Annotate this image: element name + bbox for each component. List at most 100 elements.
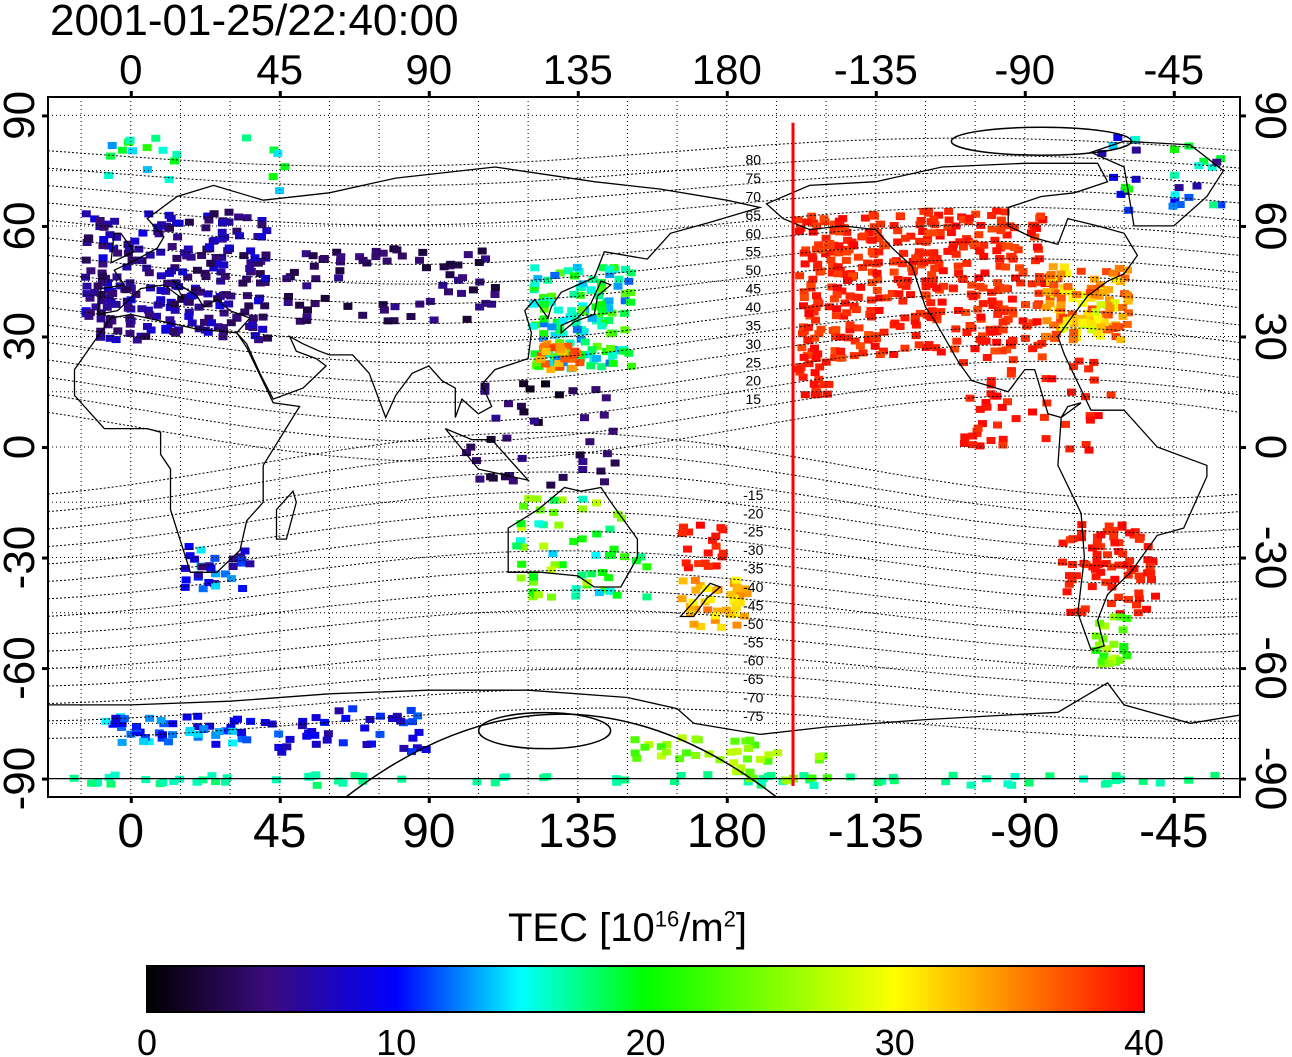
lon-tick-label: 135 — [538, 805, 618, 858]
tec-cell — [994, 283, 1004, 291]
magnetic-contour — [48, 377, 1240, 443]
lat-tick-label: 60 — [1246, 201, 1292, 250]
tec-cell — [358, 311, 368, 319]
tec-cell — [604, 574, 614, 582]
tec-cell — [986, 381, 996, 389]
tec-cell — [274, 730, 284, 738]
bottom-tick — [725, 797, 729, 803]
right-tick — [1240, 335, 1246, 339]
tec-cell — [104, 172, 114, 179]
tec-cell — [90, 215, 100, 223]
tec-cell — [872, 269, 882, 277]
colorbar-tick-label: 10 — [376, 1022, 416, 1057]
tec-cell — [957, 274, 967, 282]
tec-cell — [814, 330, 824, 338]
contour-label: -75 — [743, 708, 763, 724]
tec-cell — [117, 723, 126, 731]
tec-cell — [472, 778, 482, 786]
tec-cell — [174, 326, 184, 334]
tec-cell — [620, 309, 629, 317]
tec-cell — [1134, 535, 1144, 543]
tec-cell — [895, 212, 905, 220]
tec-cell — [819, 381, 829, 389]
tec-cell — [1074, 357, 1084, 365]
tec-cell — [732, 621, 742, 629]
tec-cell — [813, 297, 823, 305]
tec-cell — [864, 229, 874, 236]
tec-cell — [1034, 255, 1044, 263]
tec-cell — [1066, 608, 1076, 616]
tec-cell — [536, 352, 546, 360]
tec-cell — [528, 300, 538, 308]
tec-cell — [710, 616, 720, 624]
tec-cell — [158, 731, 167, 739]
colorbar — [146, 965, 1145, 1013]
tec-cell — [592, 342, 602, 350]
tec-cell — [600, 586, 610, 594]
tec-cell — [1092, 551, 1102, 559]
tec-cell — [193, 266, 202, 274]
tec-cell — [821, 358, 831, 366]
tec-cell — [144, 269, 154, 277]
tec-cell — [90, 288, 100, 296]
tec-cell — [571, 312, 581, 320]
tec-cell — [806, 281, 816, 288]
lat-tick-label: -60 — [1246, 636, 1292, 700]
magnetic-contour — [48, 629, 1240, 671]
tec-cell — [1090, 275, 1099, 283]
tec-cell — [926, 299, 936, 307]
tec-cell — [1062, 588, 1072, 596]
south-pole-contour-outer — [345, 713, 777, 797]
contour-label: 15 — [745, 391, 761, 407]
tec-cell — [642, 563, 652, 571]
contour-label: -55 — [743, 634, 763, 650]
tec-cell — [1084, 446, 1094, 454]
tec-cell — [1122, 291, 1132, 299]
tec-cell — [555, 339, 565, 347]
magnetic-contour — [48, 223, 1240, 265]
tec-cell — [607, 309, 617, 317]
contour-label: 20 — [745, 373, 761, 389]
tec-cell — [1110, 299, 1120, 307]
tec-cell — [863, 336, 873, 344]
tec-cell — [152, 312, 161, 320]
coastline — [678, 582, 722, 618]
tec-cell — [185, 552, 195, 560]
tec-cell — [1053, 289, 1063, 297]
tec-cell — [547, 292, 557, 300]
bottom-tick — [874, 797, 878, 803]
bottom-tick — [1172, 797, 1176, 803]
tec-cell — [867, 236, 877, 244]
tec-cell — [1118, 303, 1128, 311]
tec-cell — [829, 220, 839, 228]
tec-cell — [213, 295, 223, 303]
tec-cell — [153, 301, 163, 309]
tec-cell — [215, 302, 225, 310]
tec-cell — [921, 238, 931, 246]
tec-cell — [1101, 310, 1110, 318]
tec-cell — [169, 778, 179, 785]
tec-cell — [675, 755, 685, 763]
tec-cell — [289, 268, 299, 276]
tec-cell — [642, 593, 652, 601]
tec-cell — [843, 334, 853, 342]
tec-cell — [180, 249, 190, 257]
tec-cell — [358, 256, 368, 264]
tec-cell — [99, 242, 108, 250]
tec-cell — [335, 267, 345, 275]
tec-cell — [1011, 415, 1021, 423]
tec-cell — [731, 576, 741, 584]
tec-cell — [1065, 445, 1075, 453]
tec-cell — [798, 373, 808, 381]
tec-cell — [132, 723, 141, 730]
bottom-tick — [1023, 797, 1027, 803]
tec-cell — [889, 268, 899, 276]
tec-cell — [927, 271, 937, 279]
tec-cell — [543, 296, 553, 304]
tec-cell — [211, 254, 221, 262]
tec-cell — [343, 302, 353, 310]
tec-cell — [108, 290, 118, 297]
tec-cell — [226, 723, 236, 731]
tec-cell — [1102, 268, 1112, 276]
tec-cell — [575, 451, 585, 459]
